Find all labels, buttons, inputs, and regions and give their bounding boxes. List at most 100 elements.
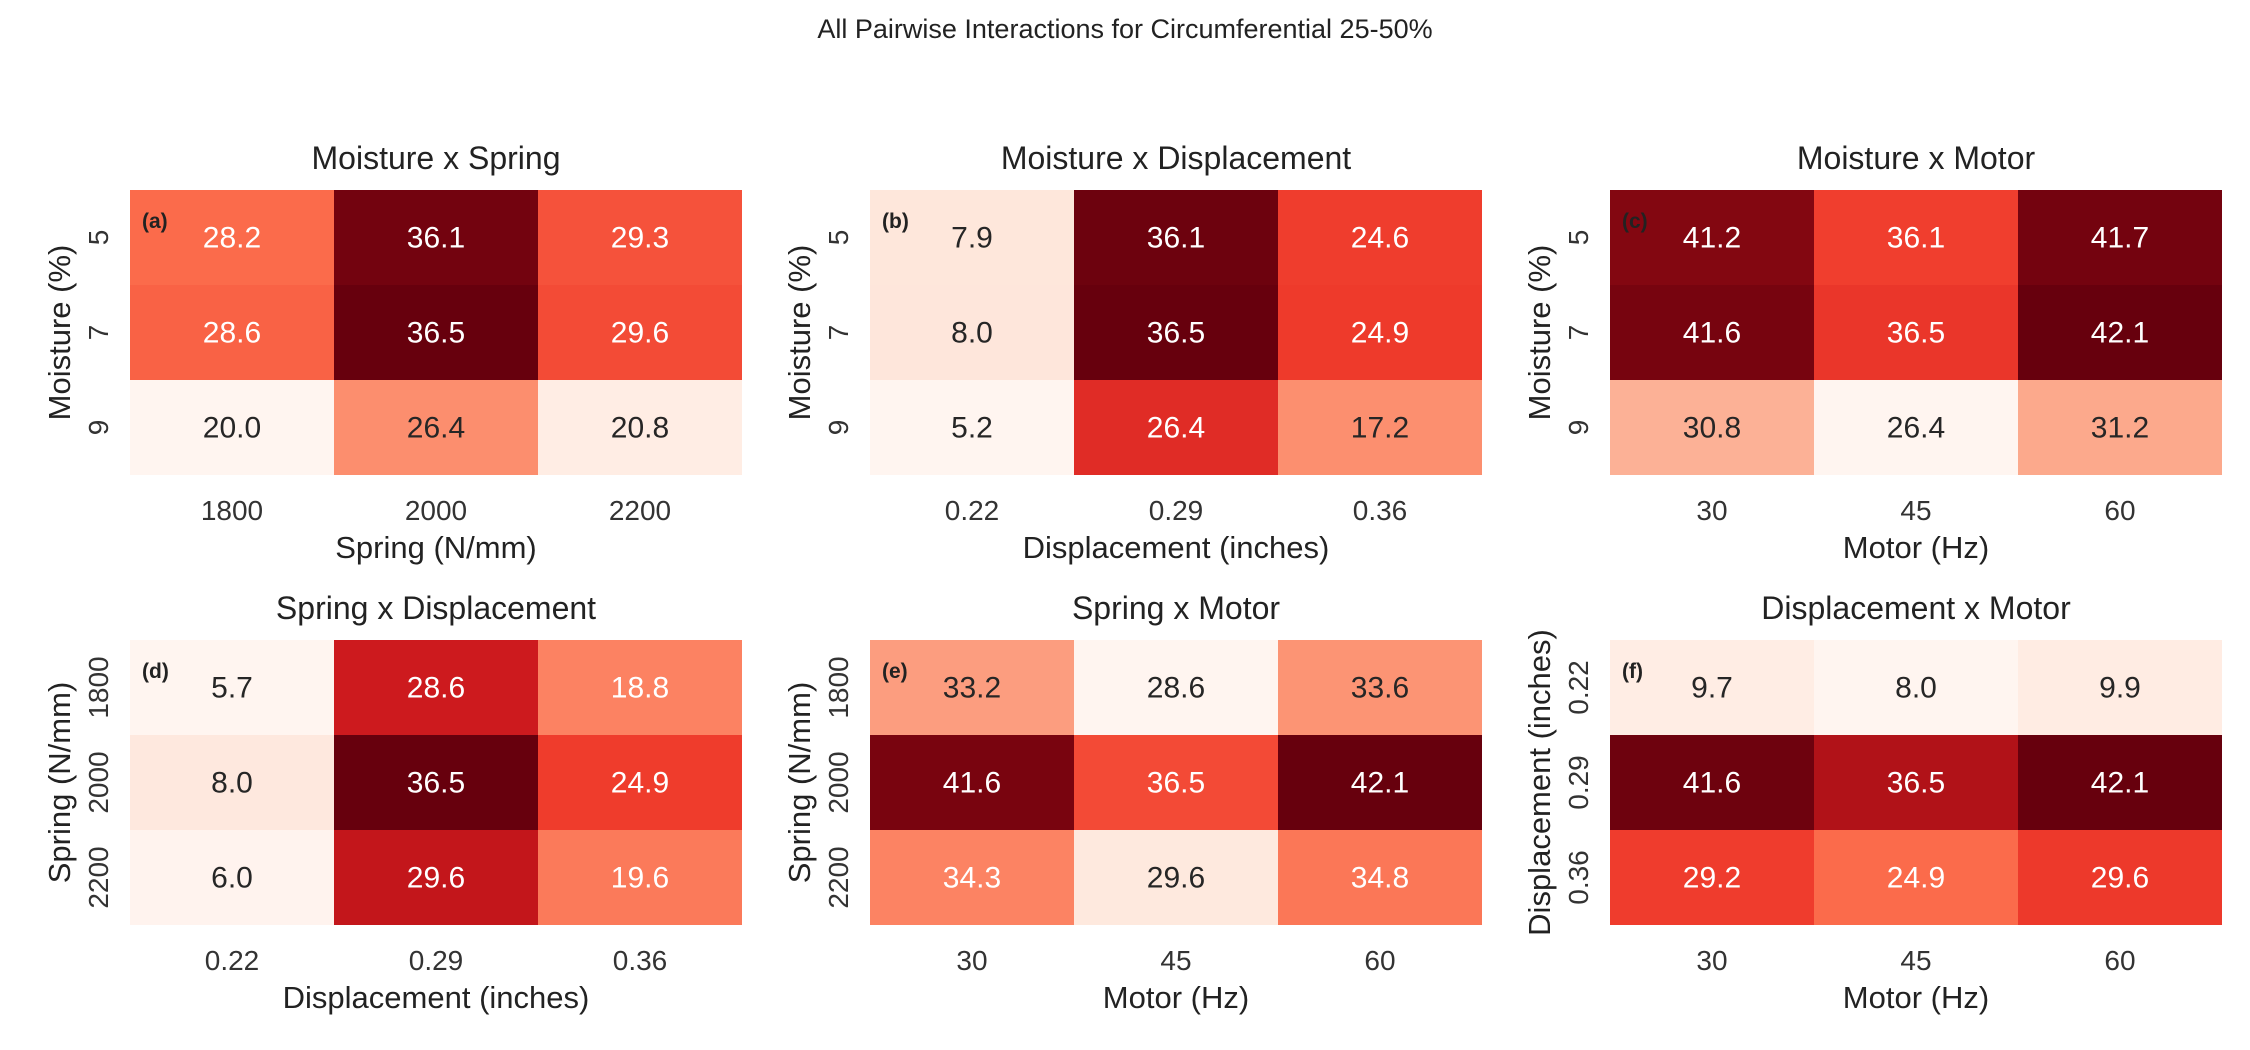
cell-value-label: 24.9 [1887, 862, 1945, 895]
heatmap-panel: Moisture x Displacement 7.9 36.1 24.6 8.0 36.… [780, 140, 1520, 580]
cell-value-label: 26.4 [1887, 412, 1945, 445]
y-tick-label: 2200 [823, 846, 854, 908]
y-tick-label: 9 [1563, 420, 1594, 436]
heatmap-cell [130, 640, 334, 735]
cell-value-label: 36.5 [407, 767, 465, 800]
cell-value-label: 20.8 [611, 412, 669, 445]
heatmap-cell [334, 190, 538, 285]
cell-value-label: 36.1 [1887, 222, 1945, 255]
heatmap-cell [1074, 830, 1278, 925]
y-tick-label: 2000 [83, 751, 114, 813]
x-tick-label: 45 [1160, 945, 1191, 976]
panel-title: Spring x Displacement [275, 590, 597, 626]
cell-value-label: 24.9 [611, 767, 669, 800]
x-tick-label: 30 [956, 945, 987, 976]
heatmap-cell [538, 380, 742, 475]
cell-value-label: 8.0 [1895, 672, 1937, 705]
x-axis-label: Displacement (inches) [283, 980, 590, 1015]
x-tick-label: 45 [1900, 945, 1931, 976]
cell-value-label: 5.2 [951, 412, 993, 445]
heatmap-cell [334, 735, 538, 830]
heatmap-cell [2018, 640, 2222, 735]
heatmap-panel: Spring x Motor 33.2 28.6 33.6 41.6 36.5 42.1 34… [780, 590, 1520, 1030]
cell-value-label: 36.5 [407, 317, 465, 350]
cell-value-label: 28.2 [203, 222, 261, 255]
panel-title: Moisture x Motor [1796, 140, 2036, 176]
heatmap-cell [130, 285, 334, 380]
cell-value-label: 30.8 [1683, 412, 1741, 445]
heatmap-cell [1074, 190, 1278, 285]
y-tick-label: 5 [823, 230, 854, 246]
panel-letter-label: (f) [1622, 660, 1643, 683]
panel-title: Spring x Motor [1071, 590, 1281, 626]
heatmap-cell [1610, 285, 1814, 380]
x-tick-label: 45 [1900, 495, 1931, 526]
heatmap-cell [538, 830, 742, 925]
y-tick-label: 7 [823, 325, 854, 341]
cell-value-label: 5.7 [211, 672, 253, 705]
cell-value-label: 17.2 [1351, 412, 1409, 445]
heatmap-cell [1074, 640, 1278, 735]
y-axis-label: Spring (N/mm) [782, 682, 817, 884]
heatmap-cell [870, 190, 1074, 285]
heatmap-cell [1074, 735, 1278, 830]
heatmap-cell [2018, 285, 2222, 380]
heatmap-cell [870, 380, 1074, 475]
y-axis-label: Moisture (%) [42, 245, 77, 421]
y-tick-label: 7 [83, 325, 114, 341]
heatmap-panel: Moisture x Spring 28.2 36.1 29.3 28.6 36.5 29.… [40, 140, 780, 580]
cell-value-label: 9.9 [2099, 672, 2141, 705]
cell-value-label: 29.6 [611, 317, 669, 350]
cell-value-label: 41.2 [1683, 222, 1741, 255]
heatmap-cell [130, 190, 334, 285]
heatmap-cell [130, 380, 334, 475]
cell-value-label: 29.2 [1683, 862, 1741, 895]
cell-value-label: 34.3 [943, 862, 1001, 895]
x-axis-label: Spring (N/mm) [335, 530, 537, 565]
figure-title: All Pairwise Interactions for Circumfere… [817, 14, 1433, 44]
heatmap-cell [1610, 380, 1814, 475]
cell-value-label: 29.6 [407, 862, 465, 895]
heatmap-cell [1074, 285, 1278, 380]
x-tick-label: 60 [2104, 495, 2135, 526]
cell-value-label: 28.6 [407, 672, 465, 705]
cell-value-label: 41.6 [1683, 767, 1741, 800]
cell-value-label: 41.6 [943, 767, 1001, 800]
x-tick-label: 60 [1364, 945, 1395, 976]
heatmap-cell [1814, 380, 2018, 475]
panel-title: Moisture x Displacement [1000, 140, 1352, 176]
cell-value-label: 36.5 [1147, 317, 1205, 350]
cell-value-label: 28.6 [203, 317, 261, 350]
y-tick-label: 2200 [83, 846, 114, 908]
cell-value-label: 31.2 [2091, 412, 2149, 445]
cell-value-label: 33.6 [1351, 672, 1409, 705]
cell-value-label: 29.6 [1147, 862, 1205, 895]
heatmap-cell [130, 735, 334, 830]
y-tick-label: 9 [823, 420, 854, 436]
cell-value-label: 29.6 [2091, 862, 2149, 895]
x-axis-label: Motor (Hz) [1843, 980, 1989, 1015]
panel-letter-label: (e) [882, 660, 908, 683]
x-tick-label: 60 [2104, 945, 2135, 976]
heatmap-panel: Displacement x Motor 9.7 8.0 9.9 41.6 36.5 42.… [1520, 590, 2250, 1030]
x-tick-label: 2000 [405, 495, 467, 526]
panel-letter-label: (b) [882, 210, 909, 233]
panel-letter-label: (a) [142, 210, 168, 233]
x-tick-label: 0.36 [1353, 495, 1408, 526]
x-tick-label: 0.22 [205, 945, 260, 976]
y-axis-label: Moisture (%) [1522, 245, 1557, 421]
y-tick-label: 0.22 [1563, 660, 1594, 715]
heatmap-panel: Moisture x Motor 41.2 36.1 41.7 41.6 36.5 42.1… [1520, 140, 2250, 580]
x-axis-label: Motor (Hz) [1103, 980, 1249, 1015]
y-tick-label: 0.36 [1563, 850, 1594, 905]
cell-value-label: 34.8 [1351, 862, 1409, 895]
heatmap-cell [1610, 830, 1814, 925]
cell-value-label: 7.9 [951, 222, 993, 255]
y-tick-label: 2000 [823, 751, 854, 813]
heatmap-cell [1814, 285, 2018, 380]
heatmap-cell [538, 190, 742, 285]
cell-value-label: 42.1 [2091, 317, 2149, 350]
cell-value-label: 42.1 [1351, 767, 1409, 800]
